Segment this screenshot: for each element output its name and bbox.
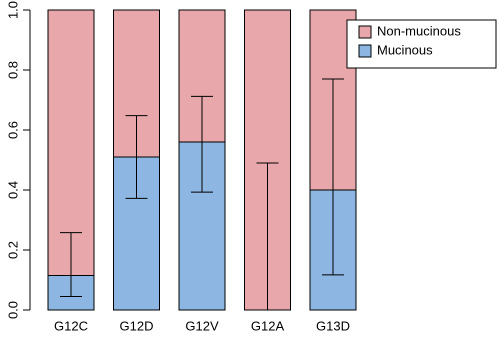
x-tick-label: G13D	[316, 318, 350, 333]
error-bar	[125, 115, 148, 199]
bar-segment	[47, 9, 95, 276]
legend-swatch	[358, 25, 372, 39]
x-tick-label: G12C	[54, 318, 88, 333]
error-bar	[256, 162, 279, 311]
y-tick-label: 0.0	[5, 301, 20, 319]
legend-label: Non-mucinous	[377, 23, 461, 38]
bar-segment	[113, 156, 160, 311]
x-tick-label: G12V	[185, 318, 219, 333]
legend-swatch	[358, 44, 372, 58]
error-bar	[322, 78, 344, 276]
y-tick-label: 0.2	[5, 241, 20, 259]
error-bar	[60, 232, 82, 297]
x-tick-label: G12D	[120, 318, 154, 333]
error-bar	[191, 95, 213, 193]
x-tick-label: G12A	[251, 318, 285, 333]
y-tick-label: 0.4	[5, 181, 20, 199]
y-tick-label: 0.8	[5, 61, 20, 79]
y-tick-label: 1.0	[5, 1, 20, 19]
y-tick-label: 0.6	[5, 121, 20, 139]
legend-label: Mucinous	[377, 42, 433, 57]
legend-box	[346, 19, 497, 69]
